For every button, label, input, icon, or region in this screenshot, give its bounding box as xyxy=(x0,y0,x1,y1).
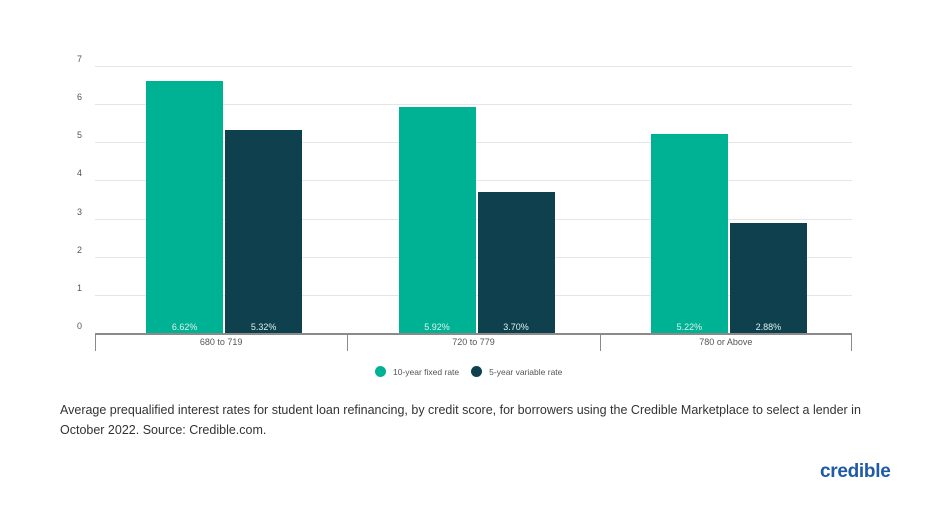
x-category-label: 780 or Above xyxy=(699,337,753,347)
y-tick-label: 1 xyxy=(77,282,83,293)
y-tick-label: 7 xyxy=(77,54,83,64)
y-tick-label: 0 xyxy=(77,321,83,331)
bar: 5.32% xyxy=(225,130,303,333)
x-axis-line xyxy=(95,333,852,335)
x-tick-mark xyxy=(347,335,349,351)
bar: 5.92% xyxy=(398,107,476,333)
x-category-label: 720 to 779 xyxy=(452,337,495,347)
bar-value-label: 5.22% xyxy=(676,322,703,332)
y-tick-label: 4 xyxy=(77,168,83,179)
bar-value-label: 2.88% xyxy=(755,322,782,332)
legend-item-variable: 5-year variable rate xyxy=(471,366,562,377)
bar-value-label: 6.62% xyxy=(171,322,198,332)
legend-dot-fixed-icon xyxy=(375,366,386,377)
bar-value-label: 5.32% xyxy=(250,322,277,332)
legend-item-fixed: 10-year fixed rate xyxy=(375,366,459,377)
legend: 10-year fixed rate 5-year variable rate xyxy=(375,366,568,377)
x-tick-mark xyxy=(599,335,601,351)
y-tick-label: 5 xyxy=(77,130,83,141)
x-tick-mark xyxy=(95,335,96,351)
bar: 3.70% xyxy=(477,191,555,333)
y-tick-label: 6 xyxy=(77,92,83,103)
x-tick-mark xyxy=(851,335,852,351)
gridline xyxy=(95,66,852,67)
y-tick-label: 3 xyxy=(77,206,83,217)
bar: 2.88% xyxy=(729,223,807,333)
bar: 5.22% xyxy=(650,133,728,333)
plot-area: 0 1 2 3 4 5 6 7 6.62% 5.32% 5.92% 3.70% 5.22% 2.88% xyxy=(77,54,852,334)
credible-logo: credible xyxy=(820,461,891,482)
x-category-label: 680 to 719 xyxy=(199,337,243,347)
bar-value-label: 3.70% xyxy=(503,322,529,332)
legend-label-fixed: 10-year fixed rate xyxy=(393,366,460,377)
legend-label-variable: 5-year variable rate xyxy=(489,366,563,377)
bar: 6.62% xyxy=(146,80,224,333)
legend-dot-variable-icon xyxy=(471,366,483,377)
y-tick-label: 2 xyxy=(77,244,83,255)
bar-value-label: 5.92% xyxy=(424,322,450,332)
gridline xyxy=(95,104,852,106)
chart-caption: Average prequalified interest rates for … xyxy=(60,403,861,437)
